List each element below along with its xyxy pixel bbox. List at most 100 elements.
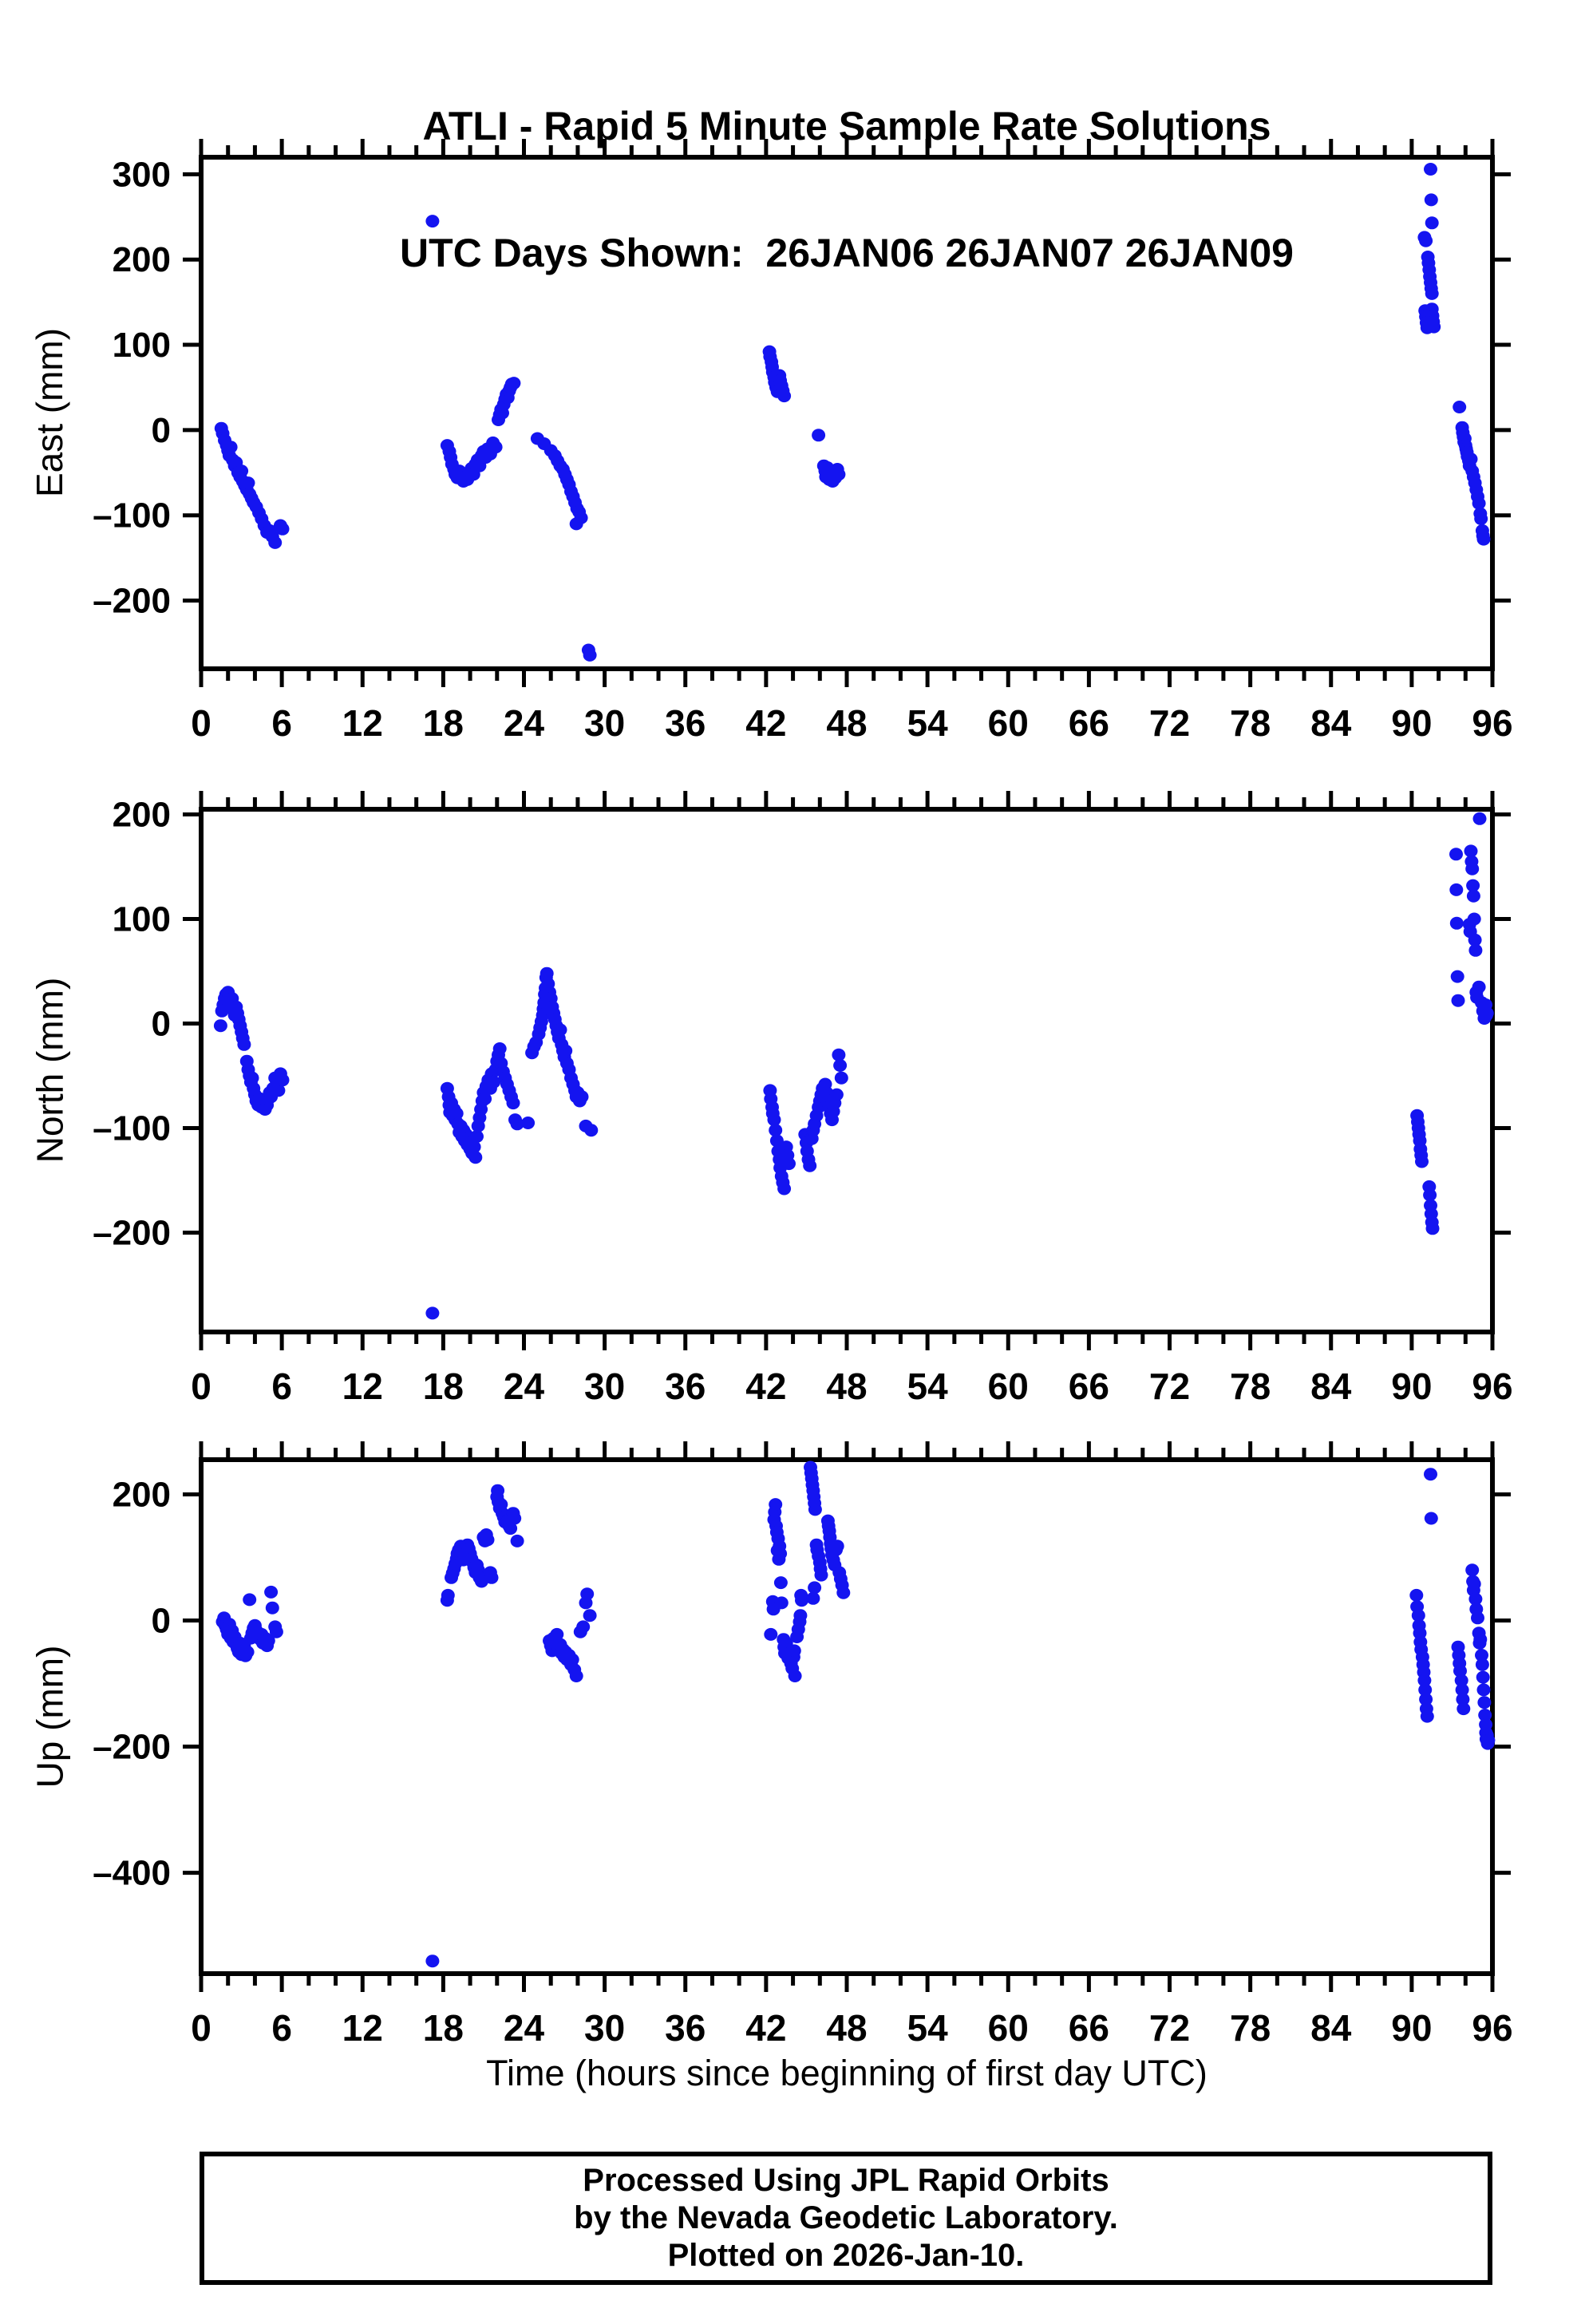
x-tick-label: 72 (1149, 2007, 1190, 2049)
x-tick-label: 18 (423, 702, 464, 744)
data-point (484, 1571, 499, 1584)
data-point (569, 517, 583, 531)
data-point (793, 1609, 808, 1622)
data-point (441, 1588, 455, 1602)
data-point (777, 1182, 792, 1196)
data-point (504, 1522, 518, 1536)
data-point (832, 1048, 846, 1061)
x-tick-label: 54 (907, 2007, 949, 2049)
data-point (223, 441, 238, 454)
data-point (1419, 234, 1433, 247)
x-tick-label: 6 (271, 702, 292, 744)
data-point (1464, 453, 1478, 466)
data-point (1409, 1588, 1424, 1602)
data-point (1475, 1658, 1489, 1671)
data-point (1466, 889, 1480, 903)
x-tick-label: 12 (342, 1366, 383, 1407)
x-tick-label: 72 (1149, 1366, 1190, 1407)
x-tick-label: 78 (1230, 2007, 1271, 2049)
data-point (240, 1646, 255, 1658)
x-tick-label: 48 (826, 702, 867, 744)
data-point (506, 1097, 520, 1110)
y-tick-label: 200 (113, 240, 171, 279)
data-point (1468, 933, 1482, 947)
data-point (769, 1124, 783, 1137)
x-tick-label: 6 (271, 2007, 292, 2049)
x-tick-label: 72 (1149, 702, 1190, 744)
data-point (830, 1539, 844, 1553)
data-point (782, 1157, 796, 1171)
north-panel: 0 6 12 18 24 30 36 42 48 54 60 66 72 78 84 90 96 200 100 0 –… (93, 791, 1513, 1407)
x-tick-label: 60 (988, 2007, 1029, 2049)
data-point (1425, 287, 1439, 300)
data-point (1467, 912, 1481, 926)
x-tick-label: 96 (1472, 1366, 1512, 1407)
chart-title-block: ATLI - Rapid 5 Minute Sample Rate Soluti… (201, 21, 1492, 359)
data-point (468, 1151, 483, 1164)
data-point (584, 1124, 599, 1137)
x-tick-label: 78 (1230, 1366, 1271, 1407)
data-point (1480, 1006, 1494, 1020)
x-tick-label: 84 (1310, 702, 1352, 744)
footer-line-1: Processed Using JPL Rapid Orbits (583, 2163, 1109, 2198)
y-tick-label: 300 (113, 155, 171, 194)
data-point (521, 1117, 536, 1129)
panel-frame (199, 1457, 1495, 1976)
data-point (583, 648, 597, 662)
x-tick-label: 84 (1310, 1366, 1352, 1407)
data-point (1450, 970, 1464, 983)
footer-line-2: by the Nevada Geodetic Laboratory. (574, 2200, 1118, 2235)
x-tick-label: 84 (1310, 2007, 1352, 2049)
data-point (1476, 532, 1491, 546)
x-tick-label: 30 (584, 702, 625, 744)
panel-frame (199, 155, 1495, 671)
x-axis-title: Time (hours since beginning of first day… (486, 2053, 1208, 2093)
up-panel: 0 6 12 18 24 30 36 42 48 54 60 66 72 78 84 90 96 200 0 –200… (93, 1441, 1513, 2049)
x-tick-label: 90 (1391, 1366, 1432, 1407)
x-tick-label: 18 (423, 2007, 464, 2049)
data-point (245, 1071, 259, 1085)
data-point (833, 1059, 848, 1072)
data-point (1424, 1512, 1438, 1525)
x-tick-label: 24 (504, 1366, 545, 1407)
x-tick-label: 36 (665, 2007, 706, 2049)
data-point (580, 1587, 595, 1601)
data-point (1464, 844, 1478, 858)
data-point (1472, 496, 1486, 510)
x-tick-label: 6 (271, 1366, 292, 1407)
x-tick-label: 66 (1069, 702, 1109, 744)
x-tick-label: 0 (191, 1366, 211, 1407)
data-point (492, 1042, 507, 1055)
data-point (812, 429, 826, 442)
panel-frame (199, 807, 1495, 1334)
x-tick-label: 90 (1391, 702, 1432, 744)
x-tick-label: 30 (584, 2007, 625, 2049)
data-point (1475, 1649, 1488, 1662)
data-point (1468, 1592, 1483, 1606)
data-point (1465, 862, 1480, 875)
data-point (1478, 1709, 1492, 1721)
data-point (275, 1073, 290, 1087)
x-tick-label: 42 (745, 1366, 786, 1407)
data-point (1425, 216, 1439, 230)
data-point (268, 536, 283, 549)
data-point (1451, 994, 1465, 1007)
data-point (774, 1596, 789, 1610)
x-tick-label: 48 (826, 1366, 867, 1407)
data-point (773, 1576, 788, 1590)
data-point (1449, 916, 1464, 930)
x-tick-label: 54 (907, 702, 949, 744)
y-tick-label: –100 (93, 1109, 171, 1148)
data-point (808, 1581, 822, 1595)
y-tick-label: –400 (93, 1854, 171, 1893)
data-point (1427, 320, 1441, 334)
y-tick-label: 0 (152, 1601, 171, 1640)
y-tick-label: –100 (93, 496, 171, 536)
y-tick-label: 100 (113, 326, 171, 365)
y-tick-label: 200 (113, 1475, 171, 1514)
data-point (1468, 943, 1483, 957)
data-point (787, 1644, 801, 1658)
data-point (803, 1159, 817, 1172)
